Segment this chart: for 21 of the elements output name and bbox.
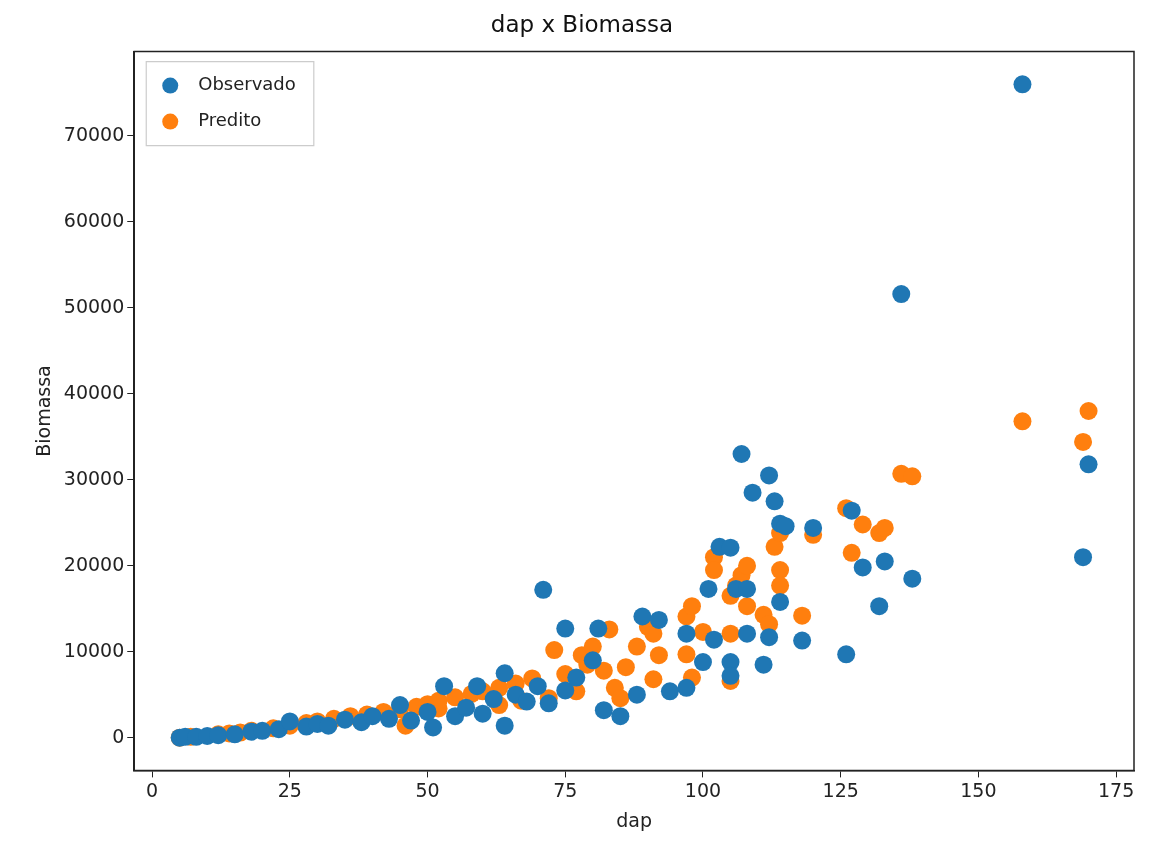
x-tick-label: 150 [960,778,997,801]
y-tick-label: 20000 [63,552,125,575]
y-tick-label: 30000 [63,466,125,489]
y-tick-label: 40000 [63,380,125,403]
y-axis-title: Biomassa [32,365,55,457]
chart-title: dap x Biomassa [490,10,674,37]
y-tick-label: 50000 [63,294,125,317]
x-tick-label: 50 [415,778,440,801]
y-tick-label: 60000 [63,208,125,231]
legend-label: Observado [198,73,296,95]
x-tick-label: 125 [822,778,859,801]
x-tick-label: 75 [553,778,578,801]
x-axis-title: dap [616,808,652,831]
x-tick-label: 100 [684,778,722,801]
legend-label: Predito [198,109,262,131]
y-tick-label: 10000 [63,638,125,661]
y-tick-label: 0 [112,724,125,747]
y-tick-label: 70000 [63,122,125,145]
x-tick-label: 175 [1097,778,1135,801]
x-tick-label: 0 [146,778,159,801]
x-tick-label: 25 [277,778,302,801]
